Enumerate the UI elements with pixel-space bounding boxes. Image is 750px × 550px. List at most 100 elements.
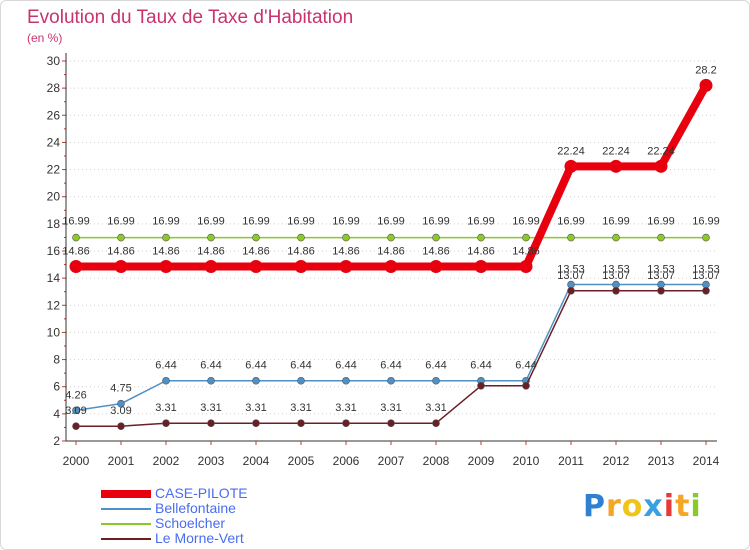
point-schoelcher-2003 xyxy=(207,233,215,242)
label-bellefontaine-2005: 6.44 xyxy=(290,360,311,372)
point-case-pilote-2000 xyxy=(69,259,83,273)
y-tick-label-22: 22 xyxy=(47,163,61,177)
label-bellefontaine-2012: 13.53 xyxy=(602,264,630,276)
y-tick-label-12: 12 xyxy=(47,298,61,312)
label-case-pilote-2007: 14.86 xyxy=(377,245,405,257)
point-case-pilote-2013 xyxy=(654,159,668,173)
legend-label-le-morne-vert: Le Morne-Vert xyxy=(155,530,244,546)
label-le-morne-vert-2012: 13.07 xyxy=(602,270,630,282)
label-le-morne-vert-2006: 3.31 xyxy=(335,402,356,414)
label-le-morne-vert-2003: 3.31 xyxy=(200,402,221,414)
data-labels: 14.86 14.86 14.86 14.86 14.86 14.86 14.86 14.86… xyxy=(62,64,720,417)
point-case-pilote-2002 xyxy=(159,259,173,273)
label-case-pilote-2012: 22.24 xyxy=(602,145,630,157)
legend-swatch-bellefontaine xyxy=(101,508,151,510)
y-tick-label-26: 26 xyxy=(47,108,61,122)
legend-swatch-le-morne-vert xyxy=(101,538,151,540)
point-schoelcher-2010 xyxy=(522,233,530,242)
y-tick-label-30: 30 xyxy=(47,54,61,68)
label-bellefontaine-2009: 6.44 xyxy=(470,360,491,372)
point-le-morne-vert-2000 xyxy=(72,422,80,431)
point-bellefontaine-2003 xyxy=(207,376,215,385)
label-le-morne-vert-2007: 3.31 xyxy=(380,402,401,414)
x-tick-label-2004: 2004 xyxy=(243,454,270,468)
label-bellefontaine-2000: 4.26 xyxy=(65,389,86,401)
point-case-pilote-2006 xyxy=(339,259,353,273)
point-le-morne-vert-2011 xyxy=(567,286,575,295)
point-le-morne-vert-2002 xyxy=(162,419,170,428)
point-case-pilote-2008 xyxy=(429,259,443,273)
label-case-pilote-2008: 14.86 xyxy=(422,245,450,257)
y-tick-label-20: 20 xyxy=(47,190,61,204)
point-bellefontaine-2007 xyxy=(387,376,395,385)
point-bellefontaine-2005 xyxy=(297,376,305,385)
label-bellefontaine-2014: 13.53 xyxy=(692,264,720,276)
point-le-morne-vert-2012 xyxy=(612,286,620,295)
axes xyxy=(62,53,717,445)
x-tick-label-2008: 2008 xyxy=(423,454,450,468)
y-tick-label-28: 28 xyxy=(47,81,61,95)
label-bellefontaine-2007: 6.44 xyxy=(380,360,401,372)
series-line-bellefontaine xyxy=(75,283,706,412)
label-schoelcher-2001: 16.99 xyxy=(107,216,135,228)
label-case-pilote-2013: 22.24 xyxy=(647,145,675,157)
y-tick-label-16: 16 xyxy=(47,244,61,258)
point-case-pilote-2014 xyxy=(699,78,713,92)
point-schoelcher-2004 xyxy=(252,233,260,242)
label-le-morne-vert-2001: 3.09 xyxy=(110,405,131,417)
label-case-pilote-2000: 14.86 xyxy=(62,245,90,257)
label-le-morne-vert-2008: 3.31 xyxy=(425,402,446,414)
legend-label-case-pilote: CASE-PILOTE xyxy=(155,485,248,501)
label-case-pilote-2004: 14.86 xyxy=(242,245,270,257)
point-case-pilote-2004 xyxy=(249,259,263,273)
x-tick-label-2012: 2012 xyxy=(603,454,630,468)
point-case-pilote-2001 xyxy=(114,259,128,273)
label-schoelcher-2011: 16.99 xyxy=(557,216,585,228)
point-case-pilote-2007 xyxy=(384,259,398,273)
y-tick-label-14: 14 xyxy=(47,271,61,285)
point-le-morne-vert-2009 xyxy=(477,381,485,390)
point-le-morne-vert-2003 xyxy=(207,419,215,428)
x-tick-label-2005: 2005 xyxy=(288,454,315,468)
label-schoelcher-2009: 16.99 xyxy=(467,216,495,228)
x-tick-label-2013: 2013 xyxy=(648,454,675,468)
point-schoelcher-2012 xyxy=(612,233,620,242)
label-bellefontaine-2004: 6.44 xyxy=(245,360,266,372)
x-tick-label-2000: 2000 xyxy=(63,454,90,468)
label-case-pilote-2011: 22.24 xyxy=(557,145,585,157)
x-tick-label-2010: 2010 xyxy=(513,454,540,468)
label-case-pilote-2003: 14.86 xyxy=(197,245,225,257)
y-tick-label-18: 18 xyxy=(47,217,61,231)
y-tick-label-2: 2 xyxy=(53,434,60,448)
label-schoelcher-2004: 16.99 xyxy=(242,216,270,228)
y-axis-label: (en %) xyxy=(27,31,63,45)
label-schoelcher-2008: 16.99 xyxy=(422,216,450,228)
x-tick-label-2007: 2007 xyxy=(378,454,405,468)
point-schoelcher-2008 xyxy=(432,233,440,242)
point-case-pilote-2012 xyxy=(609,159,623,173)
label-le-morne-vert-2014: 13.07 xyxy=(692,270,720,282)
label-case-pilote-2014: 28.2 xyxy=(695,64,716,76)
point-le-morne-vert-2008 xyxy=(432,419,440,428)
grid-lines xyxy=(66,60,717,415)
x-tick-label-2001: 2001 xyxy=(108,454,135,468)
label-schoelcher-2013: 16.99 xyxy=(647,216,675,228)
label-bellefontaine-2006: 6.44 xyxy=(335,360,356,372)
label-schoelcher-2012: 16.99 xyxy=(602,216,630,228)
label-schoelcher-2014: 16.99 xyxy=(692,216,720,228)
chart-title: Evolution du Taux de Taxe d'Habitation xyxy=(27,7,354,28)
logo-letter: r xyxy=(606,489,622,524)
label-le-morne-vert-2011: 13.07 xyxy=(557,270,585,282)
label-case-pilote-2009: 14.86 xyxy=(467,245,495,257)
point-case-pilote-2005 xyxy=(294,259,308,273)
point-le-morne-vert-2004 xyxy=(252,419,260,428)
legend-label-bellefontaine: Bellefontaine xyxy=(155,500,236,516)
point-case-pilote-2003 xyxy=(204,259,218,273)
point-case-pilote-2011 xyxy=(564,159,578,173)
label-schoelcher-2002: 16.99 xyxy=(152,216,180,228)
label-bellefontaine-2013: 13.53 xyxy=(647,264,675,276)
y-tick-label-8: 8 xyxy=(53,353,60,367)
